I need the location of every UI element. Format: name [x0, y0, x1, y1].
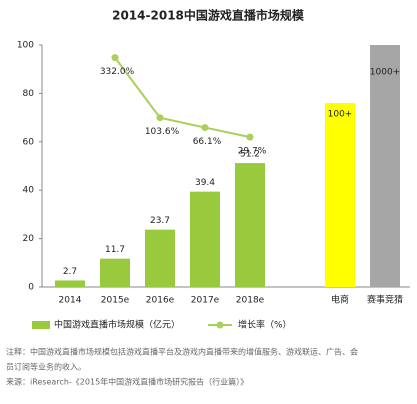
note: 来源：iResearch-《2015年中国游戏直播市场研究报告（行业篇）》: [6, 377, 248, 387]
data-label: 103.6%: [145, 127, 180, 137]
growth-line: [114, 57, 251, 139]
data-label: 332.0%: [100, 67, 135, 77]
data-label: 51.2: [240, 150, 260, 160]
legend-swatch: [216, 321, 224, 329]
note: 注释：中国游戏直播市场规模包括游戏直播平台及游戏内直播带来的增值服务、游戏联运、…: [6, 347, 358, 357]
x-tick-label: 2017e: [191, 296, 220, 306]
x-tick-label: 2016e: [146, 296, 175, 306]
data-label: 66.1%: [193, 137, 222, 147]
y-tick-label: 60: [23, 137, 35, 147]
extra-bar: [325, 103, 355, 287]
y-tick-label: 20: [23, 234, 35, 244]
legend-swatch: [32, 321, 50, 329]
y-tick-label: 100: [17, 41, 34, 51]
legend-label: 增长率（%）: [238, 319, 292, 331]
extra-label: 1000+: [370, 68, 400, 78]
growth-point: [246, 133, 254, 141]
extra-label: 100+: [328, 110, 353, 120]
x-tick-label: 电商: [331, 294, 349, 306]
chart-title: 2014-2018中国游戏直播市场规模: [112, 8, 305, 23]
data-label: 29.7%: [238, 147, 267, 157]
data-label: 23.7: [150, 216, 170, 226]
data-label: 39.4: [195, 178, 215, 188]
extra-bar: [370, 45, 400, 287]
x-tick-label: 2014: [59, 296, 82, 306]
data-label: 11.7: [105, 245, 125, 255]
y-tick-label: 0: [28, 283, 34, 293]
bar: [190, 191, 220, 287]
bar: [100, 258, 130, 287]
bar: [55, 280, 85, 287]
data-label: 2.7: [63, 267, 77, 277]
x-tick-label: 赛事竞猜: [367, 294, 403, 306]
growth-point: [201, 124, 209, 132]
x-tick-label: 2018e: [236, 296, 265, 306]
y-tick-label: 40: [23, 186, 35, 196]
legend-label: 中国游戏直播市场规模（亿元）: [54, 319, 180, 331]
note: 员订阅等业务的收入。: [6, 362, 86, 372]
x-tick-label: 2015e: [101, 296, 130, 306]
growth-point: [111, 54, 119, 62]
y-tick-label: 80: [23, 89, 35, 99]
growth-point: [156, 114, 164, 122]
bar: [235, 163, 265, 287]
bar: [145, 229, 175, 287]
